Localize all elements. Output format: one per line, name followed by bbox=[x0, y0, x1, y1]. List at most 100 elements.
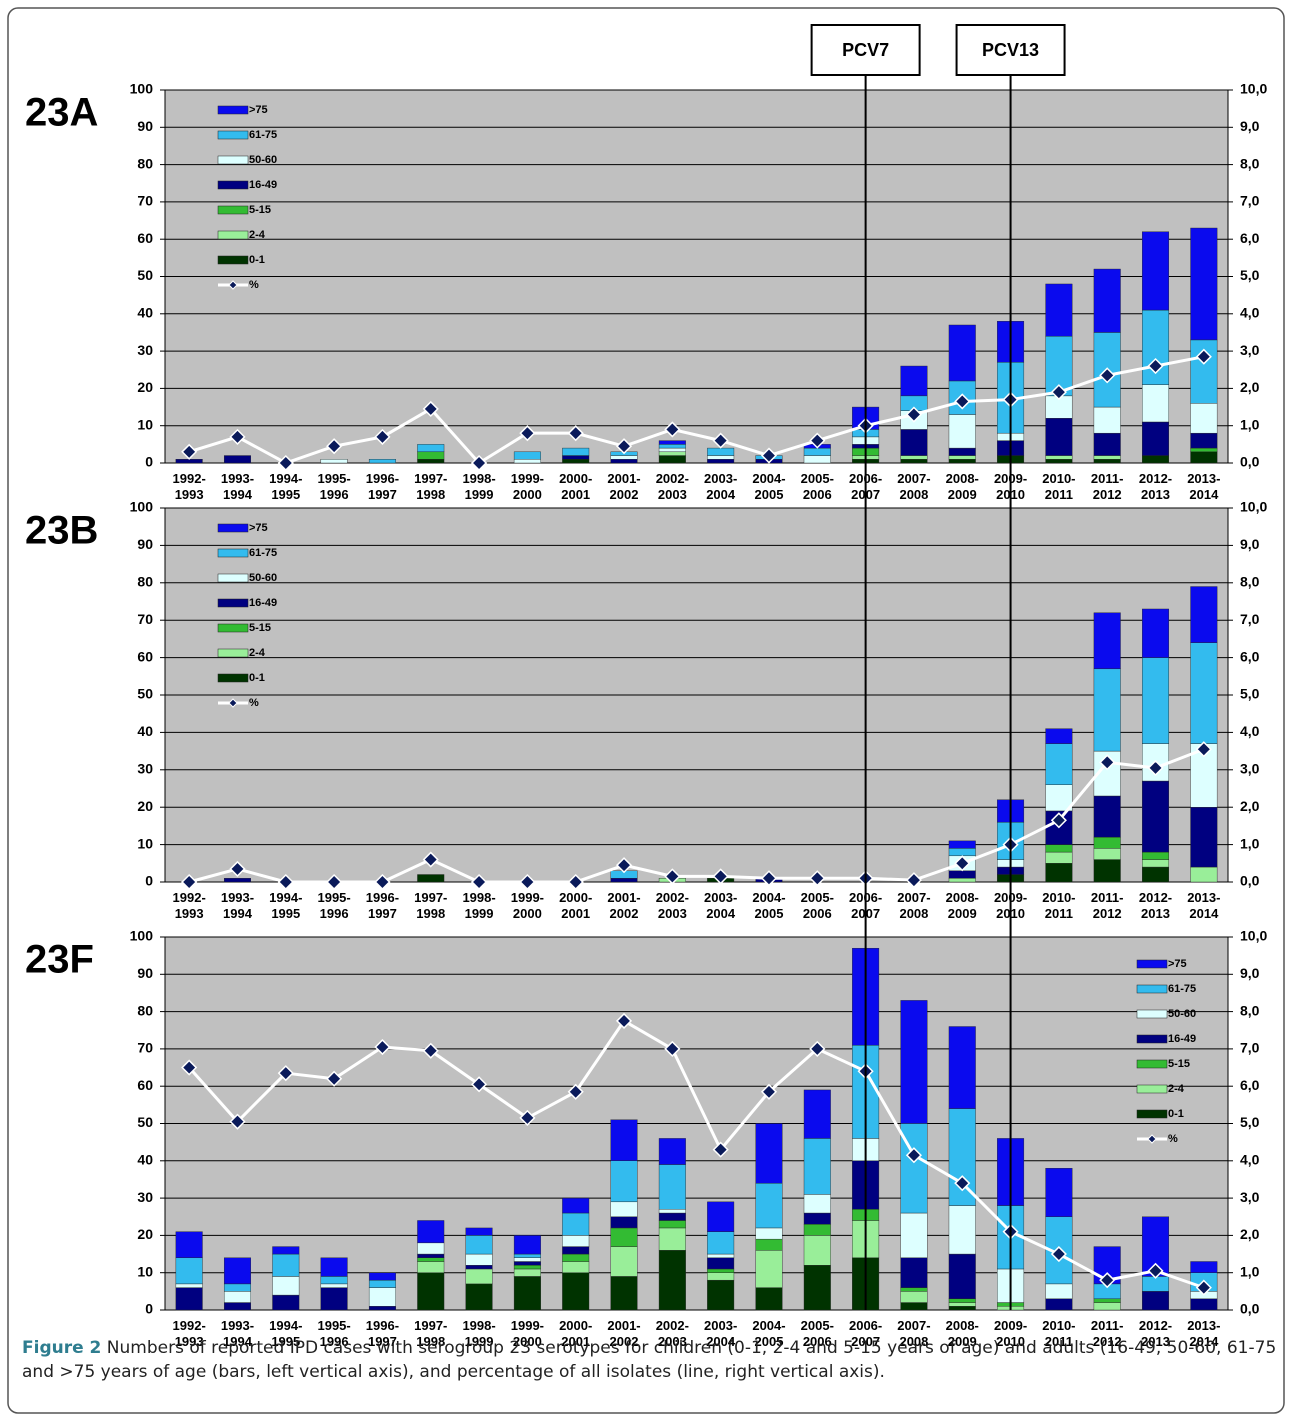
bar-segment bbox=[803, 455, 831, 464]
bar-segment bbox=[272, 1276, 300, 1296]
y-tick-label: 0 bbox=[145, 454, 153, 470]
legend-label: % bbox=[249, 697, 259, 709]
y2-tick-label: 7,0 bbox=[1240, 193, 1260, 209]
bar-segment bbox=[803, 1224, 831, 1236]
bar-segment bbox=[223, 1291, 251, 1303]
line-marker bbox=[277, 1065, 294, 1082]
legend-label: 0-1 bbox=[249, 672, 265, 684]
bar-segment bbox=[1190, 586, 1218, 643]
x-tick-label: 2007-2008 bbox=[897, 890, 930, 921]
x-tick-label: 1993-1994 bbox=[221, 1318, 254, 1349]
legend-label: 61-75 bbox=[249, 129, 277, 141]
line-marker bbox=[905, 872, 922, 889]
bar-segment bbox=[1045, 851, 1073, 864]
legend-label: 5-15 bbox=[249, 204, 271, 216]
bar-segment bbox=[610, 1119, 638, 1162]
y-tick-label: 60 bbox=[137, 1077, 153, 1093]
bar-segment bbox=[1142, 657, 1170, 744]
bar-segment bbox=[803, 1212, 831, 1225]
line-series bbox=[188, 355, 1205, 465]
y2-tick-label: 1,0 bbox=[1240, 835, 1260, 851]
legend-label: 61-75 bbox=[1168, 983, 1196, 995]
bar-segment bbox=[417, 1272, 445, 1311]
bar-segment bbox=[562, 1235, 590, 1247]
y2-tick-label: 4,0 bbox=[1240, 723, 1260, 739]
legend-swatch bbox=[217, 130, 249, 140]
bar-segment bbox=[513, 459, 541, 464]
caption: Figure 2 Numbers of reported IPD cases w… bbox=[22, 1336, 1277, 1384]
y-tick-label: 70 bbox=[137, 611, 153, 627]
line-marker bbox=[905, 1147, 922, 1164]
y2-tick-label: 3,0 bbox=[1240, 761, 1260, 777]
y-tick-label: 80 bbox=[137, 1002, 153, 1018]
bar-segment bbox=[1142, 866, 1170, 883]
bar-segment bbox=[610, 878, 638, 883]
bar-segment bbox=[320, 1276, 348, 1285]
bar-segment bbox=[465, 1227, 493, 1236]
bar-segment bbox=[1190, 866, 1218, 883]
bar-segment bbox=[755, 1287, 783, 1311]
y2-tick-label: 9,0 bbox=[1240, 536, 1260, 552]
y2-tick-label: 1,0 bbox=[1240, 416, 1260, 432]
line-marker bbox=[181, 443, 198, 460]
bar-segment bbox=[417, 444, 445, 453]
legend-label: 5-15 bbox=[1168, 1058, 1190, 1070]
y-tick-label: 30 bbox=[137, 761, 153, 777]
bar-segment bbox=[1045, 743, 1073, 785]
line-marker bbox=[567, 1083, 584, 1100]
bar-segment bbox=[562, 459, 590, 464]
bar-segment bbox=[1142, 231, 1170, 311]
bar-segment bbox=[1190, 227, 1218, 341]
y-tick-label: 20 bbox=[137, 798, 153, 814]
line-marker bbox=[809, 1040, 826, 1057]
line-marker bbox=[1147, 1262, 1164, 1279]
bar-segment bbox=[175, 1283, 203, 1288]
bar-segment bbox=[1142, 851, 1170, 860]
line-marker bbox=[760, 870, 778, 887]
line-marker bbox=[615, 438, 633, 455]
x-tick-label: 1996-1997 bbox=[366, 1318, 399, 1349]
bar-segment bbox=[368, 1279, 396, 1288]
bar-segment bbox=[803, 1138, 831, 1195]
y2-tick-label: 4,0 bbox=[1240, 305, 1260, 321]
y2-tick-label: 8,0 bbox=[1240, 574, 1260, 590]
line-marker bbox=[809, 432, 826, 449]
bar-segment bbox=[658, 444, 686, 449]
x-tick-label: 2000-2001 bbox=[559, 1318, 592, 1349]
x-tick-label: 2010-2011 bbox=[1042, 471, 1075, 502]
bar-segment bbox=[465, 1268, 493, 1285]
bar-segment bbox=[900, 429, 928, 456]
bar-segment bbox=[417, 1253, 445, 1258]
y2-tick-label: 4,0 bbox=[1240, 1152, 1260, 1168]
legend-label: 61-75 bbox=[249, 547, 277, 559]
line-marker bbox=[1147, 759, 1164, 776]
bar-segment bbox=[417, 1220, 445, 1244]
bar-segment bbox=[948, 870, 976, 879]
x-tick-label: 1998-1999 bbox=[462, 890, 495, 921]
line-series bbox=[188, 1018, 1205, 1290]
y-tick-label: 0 bbox=[145, 1301, 153, 1317]
legend-swatch bbox=[217, 180, 249, 190]
bar-segment bbox=[658, 1212, 686, 1221]
y-tick-label: 40 bbox=[137, 723, 153, 739]
y-tick-label: 100 bbox=[130, 928, 154, 944]
x-tick-label: 2012-2013 bbox=[1139, 1318, 1172, 1349]
x-tick-label: 2004-2005 bbox=[752, 471, 785, 502]
bar-segment bbox=[803, 1194, 831, 1214]
y2-tick-label: 1,0 bbox=[1240, 1263, 1260, 1279]
x-tick-label: 1994-1995 bbox=[269, 471, 302, 502]
bar-segment bbox=[223, 1302, 251, 1311]
bar-segment bbox=[417, 459, 445, 464]
line-marker bbox=[615, 857, 633, 874]
y2-tick-label: 8,0 bbox=[1240, 1002, 1260, 1018]
x-tick-label: 2008-2009 bbox=[946, 890, 979, 921]
bar-segment bbox=[610, 1201, 638, 1217]
legend-swatch bbox=[217, 255, 249, 265]
y2-tick-label: 5,0 bbox=[1240, 1114, 1260, 1130]
annotation-label: PCV7 bbox=[842, 40, 889, 60]
frame bbox=[7, 7, 1285, 1414]
x-tick-label: 1999-2000 bbox=[511, 1318, 544, 1349]
legend-label: 16-49 bbox=[249, 179, 277, 191]
legend-swatch bbox=[1136, 959, 1168, 969]
legend-marker bbox=[228, 280, 238, 290]
